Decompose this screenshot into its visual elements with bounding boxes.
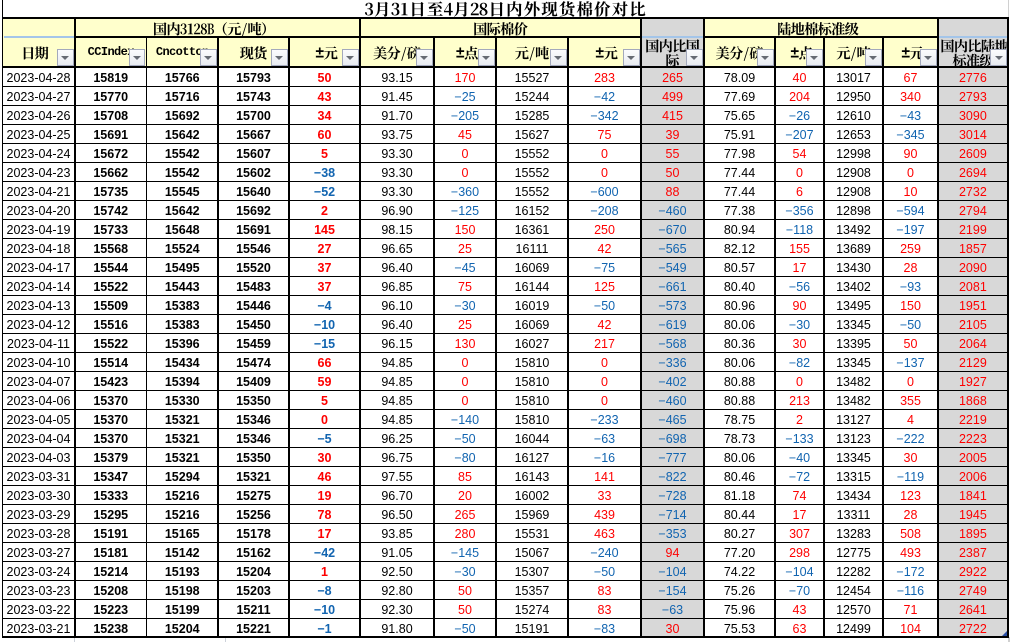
svg-text:±: ± <box>901 44 910 61</box>
svg-text:±: ± <box>790 44 799 61</box>
svg-text:±: ± <box>456 44 465 61</box>
svg-text:±: ± <box>595 44 604 61</box>
svg-text:±: ± <box>315 44 324 61</box>
